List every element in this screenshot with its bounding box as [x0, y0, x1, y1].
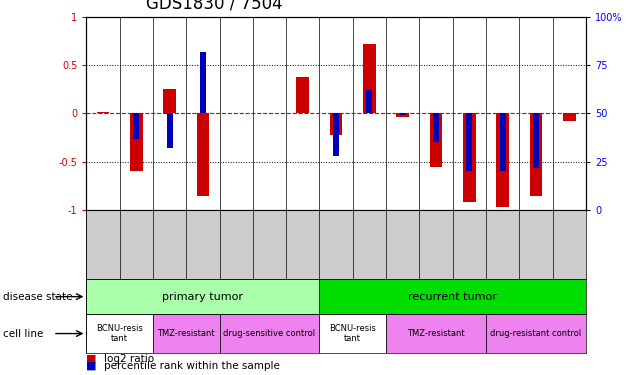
Text: cell line: cell line [3, 328, 43, 339]
Text: drug-sensitive control: drug-sensitive control [224, 329, 316, 338]
Text: recurrent tumor: recurrent tumor [408, 292, 497, 302]
Text: BCNU-resis
tant: BCNU-resis tant [96, 324, 143, 343]
Text: percentile rank within the sample: percentile rank within the sample [104, 361, 280, 370]
Bar [163, 89, 176, 113]
Bar [130, 113, 142, 171]
Bar [200, 52, 206, 113]
Bar [86, 314, 153, 353]
Text: TMZ-resistant: TMZ-resistant [407, 329, 465, 338]
Bar [367, 90, 372, 113]
Bar [219, 314, 319, 353]
Bar [433, 113, 439, 142]
Text: GDS1830 / 7504: GDS1830 / 7504 [146, 0, 283, 12]
Bar [386, 314, 486, 353]
Bar [329, 113, 343, 135]
Bar [96, 111, 109, 113]
Bar [297, 77, 309, 113]
Text: BCNU-resis
tant: BCNU-resis tant [329, 324, 376, 343]
Bar [533, 113, 539, 168]
Bar [430, 113, 442, 166]
Bar [486, 314, 586, 353]
Text: primary tumor: primary tumor [163, 292, 243, 302]
Text: log2 ratio: log2 ratio [104, 354, 154, 364]
Text: disease state: disease state [3, 292, 72, 302]
Bar [153, 314, 219, 353]
Text: drug-resistant control: drug-resistant control [490, 329, 581, 338]
Text: TMZ-resistant: TMZ-resistant [158, 329, 215, 338]
Bar [319, 314, 386, 353]
Bar [563, 113, 576, 121]
Bar [86, 279, 319, 314]
Text: ■: ■ [86, 354, 97, 364]
Bar [399, 113, 406, 116]
Text: ■: ■ [86, 361, 97, 370]
Bar [333, 113, 339, 156]
Bar [463, 113, 476, 202]
Bar [134, 113, 139, 138]
Bar [166, 113, 173, 148]
Bar [530, 113, 542, 195]
Bar [496, 113, 509, 207]
Bar [319, 279, 586, 314]
Bar [500, 113, 506, 171]
Bar [396, 113, 409, 117]
Bar [363, 44, 375, 113]
Bar [466, 113, 472, 171]
Bar [197, 113, 209, 195]
